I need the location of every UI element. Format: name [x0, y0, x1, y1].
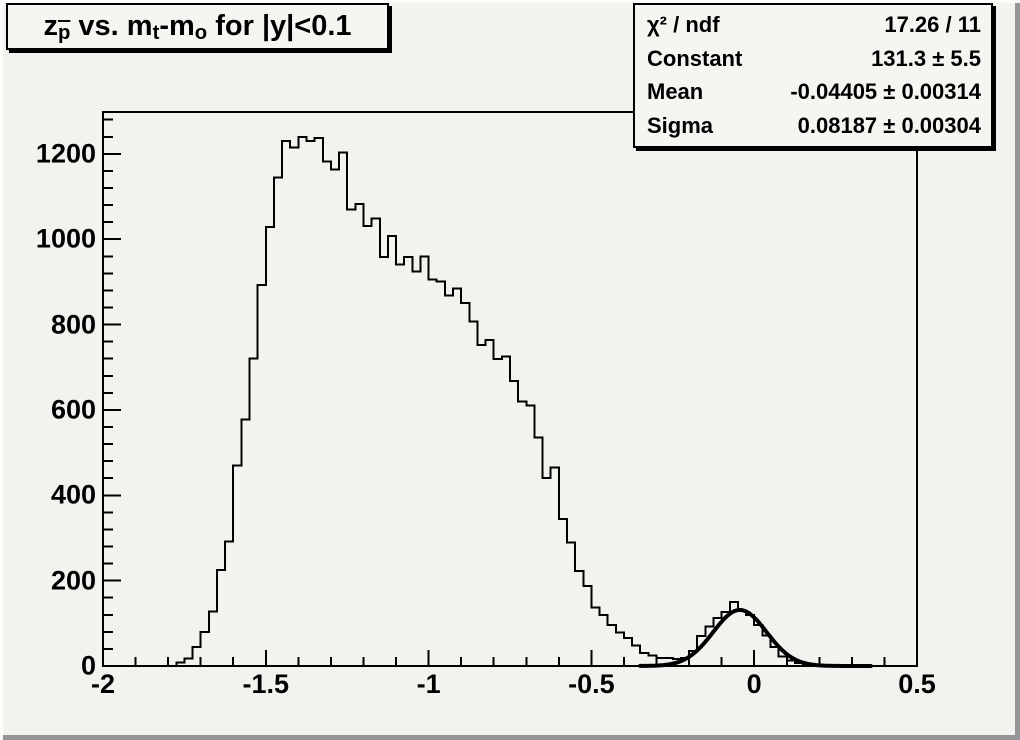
title-segment: -m [159, 10, 195, 42]
stat-row: χ² / ndf 17.26 / 11 [647, 12, 981, 37]
title-segment: vs. [70, 10, 127, 42]
y-axis-tick-label: 1200 [35, 138, 96, 169]
x-axis-tick-label: -1 [416, 669, 441, 699]
title-segment: t [152, 21, 160, 44]
stat-value: 131.3 ± 5.5 [871, 45, 981, 71]
title-segment: m [126, 10, 153, 42]
x-axis-tick-label: -1.5 [242, 669, 290, 699]
fit-stats-box: χ² / ndf 17.26 / 11 Constant 131.3 ± 5.5 Mea… [633, 3, 993, 148]
title-segment: z [43, 10, 58, 42]
stat-label: Mean [647, 79, 704, 105]
title-segment: for |y|<0.1 [207, 10, 352, 42]
y-axis-tick-label: 600 [50, 394, 96, 425]
histogram-outline [103, 135, 917, 667]
y-axis-tick-label: 200 [50, 565, 96, 596]
y-axis-tick-label: 0 [80, 650, 96, 681]
stat-value: 0.08187 ± 0.00304 [797, 112, 981, 138]
stat-row: Sigma 0.08187 ± 0.00304 [647, 112, 981, 138]
stat-value: -0.04405 ± 0.00314 [790, 79, 981, 105]
title-segment: p [57, 21, 71, 44]
stat-label: Sigma [647, 112, 714, 138]
y-axis-tick-label: 800 [50, 309, 96, 340]
stat-label: χ² / ndf [647, 12, 720, 37]
stat-row: Mean -0.04405 ± 0.00314 [647, 79, 981, 105]
y-axis-tick-label: 400 [50, 479, 96, 510]
gaussian-fit-curve [638, 608, 873, 668]
plot-frame [102, 111, 918, 667]
stat-value: 17.26 / 11 [884, 12, 981, 37]
x-axis-tick-label: -2 [90, 669, 116, 699]
x-axis-tick-label: -0.5 [568, 669, 615, 699]
title-segment: o [194, 21, 208, 44]
y-axis-tick-label: 1000 [35, 223, 96, 254]
x-axis-tick-label: 0.5 [898, 669, 936, 699]
stat-row: Constant 131.3 ± 5.5 [647, 45, 981, 71]
x-axis-tick-label: 0 [746, 669, 762, 699]
stat-label: Constant [647, 45, 743, 71]
